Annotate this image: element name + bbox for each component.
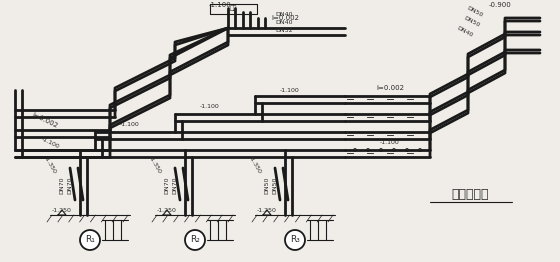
Text: i=0.002: i=0.002	[31, 111, 59, 129]
Circle shape	[185, 230, 205, 250]
Text: -1.250: -1.250	[52, 208, 72, 212]
Text: DN32: DN32	[275, 28, 293, 32]
Text: -1.100: -1.100	[380, 140, 400, 145]
Text: -1.100: -1.100	[40, 137, 60, 150]
Text: -1.100: -1.100	[280, 88, 300, 92]
Text: -1.100: -1.100	[200, 105, 220, 110]
Text: -1.350: -1.350	[148, 155, 162, 175]
Text: R₃: R₃	[290, 236, 300, 244]
Circle shape	[380, 149, 382, 151]
Text: 采暖系统图: 采暖系统图	[451, 188, 489, 201]
Circle shape	[405, 149, 408, 151]
Circle shape	[80, 230, 100, 250]
Text: -1.250: -1.250	[257, 208, 277, 212]
Text: -1.100: -1.100	[209, 2, 231, 8]
Text: DN70: DN70	[172, 176, 178, 194]
Text: DN50: DN50	[466, 6, 484, 18]
Text: i=0.002: i=0.002	[376, 85, 404, 91]
Text: R₂: R₂	[190, 236, 200, 244]
Text: 标高: 标高	[229, 5, 237, 11]
Text: DN40: DN40	[456, 26, 474, 38]
Text: DN40: DN40	[275, 19, 292, 25]
Text: -1.250: -1.250	[157, 208, 177, 212]
Text: DN70: DN70	[59, 176, 64, 194]
Text: DN70: DN70	[68, 176, 72, 194]
Circle shape	[366, 149, 370, 151]
Text: R₁: R₁	[85, 236, 95, 244]
Text: i=0.002: i=0.002	[271, 15, 299, 21]
Text: DN50: DN50	[264, 176, 269, 194]
Text: DN50: DN50	[273, 176, 278, 194]
Circle shape	[418, 149, 422, 151]
Text: -1.100: -1.100	[120, 123, 140, 128]
Text: -0.900: -0.900	[489, 2, 511, 8]
Text: -1.350: -1.350	[248, 155, 262, 175]
Text: -1.350: -1.350	[43, 155, 57, 175]
Text: DN50: DN50	[463, 16, 481, 28]
Circle shape	[393, 149, 395, 151]
Text: DN40: DN40	[275, 12, 292, 17]
Text: DN70: DN70	[165, 176, 170, 194]
Circle shape	[353, 149, 357, 151]
Circle shape	[285, 230, 305, 250]
